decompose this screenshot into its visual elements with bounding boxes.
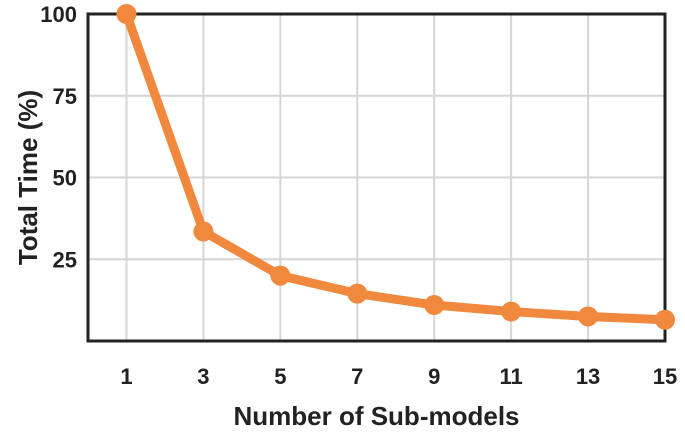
- y-tick-label-2: 75: [53, 84, 77, 109]
- x-tick-label-0: 1: [120, 364, 132, 389]
- x-tick-label-6: 13: [576, 364, 600, 389]
- data-point-0-1: [193, 221, 214, 242]
- data-point-0-0: [116, 4, 137, 24]
- y-tick-label-0: 25: [53, 247, 77, 272]
- data-point-0-4: [424, 295, 445, 316]
- x-axis-label: Number of Sub-models: [233, 401, 519, 431]
- data-point-0-2: [270, 265, 291, 286]
- x-tick-label-2: 5: [274, 364, 286, 389]
- series-layer: [116, 4, 675, 330]
- x-tick-label-1: 3: [197, 364, 209, 389]
- x-tick-labels: 1 3 5 7 9 11 13 15: [120, 364, 677, 389]
- x-tick-label-7: 15: [653, 364, 677, 389]
- y-axis-label: Total Time (%): [13, 90, 43, 265]
- x-tick-label-4: 9: [428, 364, 440, 389]
- data-point-0-5: [501, 301, 522, 322]
- data-point-0-3: [347, 283, 368, 304]
- y-tick-label-1: 50: [53, 166, 77, 191]
- data-point-0-7: [655, 309, 675, 330]
- plot-frame: [86, 12, 667, 343]
- x-tick-label-3: 7: [351, 364, 363, 389]
- data-point-0-6: [578, 306, 599, 327]
- series-line-0: [121, 9, 670, 325]
- y-tick-labels: 25 50 75 100: [40, 2, 77, 272]
- y-tick-label-3: 100: [40, 2, 77, 27]
- x-tick-label-5: 11: [500, 364, 523, 389]
